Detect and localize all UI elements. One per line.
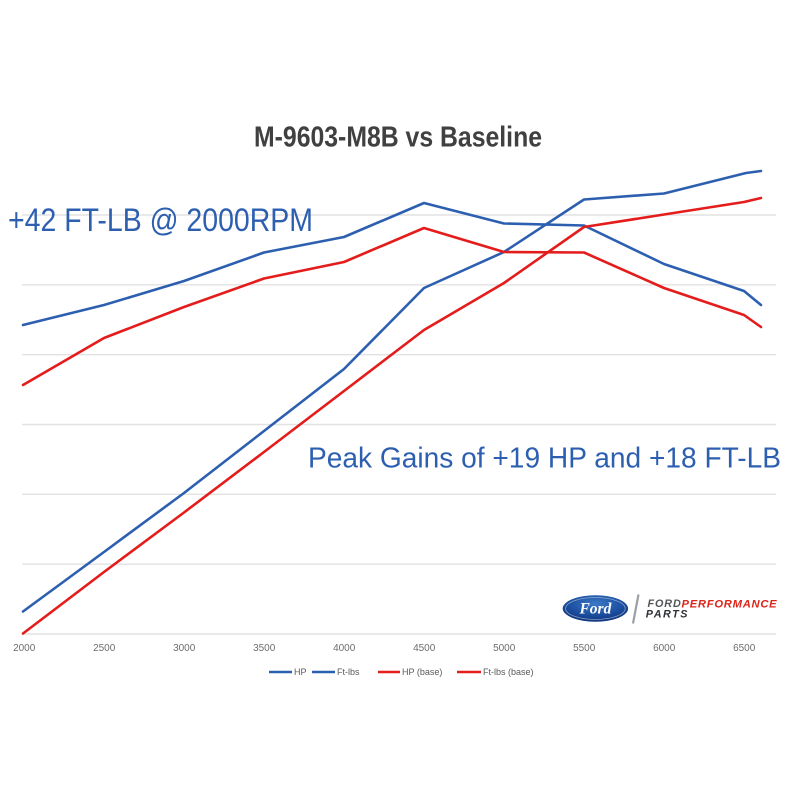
svg-text:5000: 5000	[493, 643, 516, 654]
svg-text:Ft-lbs (base): Ft-lbs (base)	[483, 667, 534, 677]
svg-text:Ft-lbs: Ft-lbs	[337, 667, 360, 677]
svg-text:5500: 5500	[573, 643, 596, 654]
svg-text:M-9603-M8B vs Baseline: M-9603-M8B vs Baseline	[254, 122, 542, 154]
svg-text:Ford: Ford	[578, 601, 611, 618]
svg-text:PERFORMANCE: PERFORMANCE	[682, 599, 778, 611]
svg-text:6000: 6000	[653, 643, 676, 654]
svg-text:2000: 2000	[13, 643, 36, 654]
svg-text:+42 FT-LB @ 2000RPM: +42 FT-LB @ 2000RPM	[8, 202, 313, 238]
svg-text:HP: HP	[294, 667, 307, 677]
svg-text:3000: 3000	[173, 643, 196, 654]
svg-text:6500: 6500	[733, 643, 756, 654]
svg-text:4000: 4000	[333, 643, 356, 654]
svg-text:3500: 3500	[253, 643, 276, 654]
svg-text:Peak Gains of +19 HP and +18 F: Peak Gains of +19 HP and +18 FT-LB	[308, 443, 781, 475]
svg-text:2500: 2500	[93, 643, 116, 654]
svg-text:HP (base): HP (base)	[402, 667, 442, 677]
svg-text:4500: 4500	[413, 643, 436, 654]
svg-text:FORD: FORD	[648, 598, 682, 610]
svg-text:PARTS: PARTS	[646, 609, 689, 621]
